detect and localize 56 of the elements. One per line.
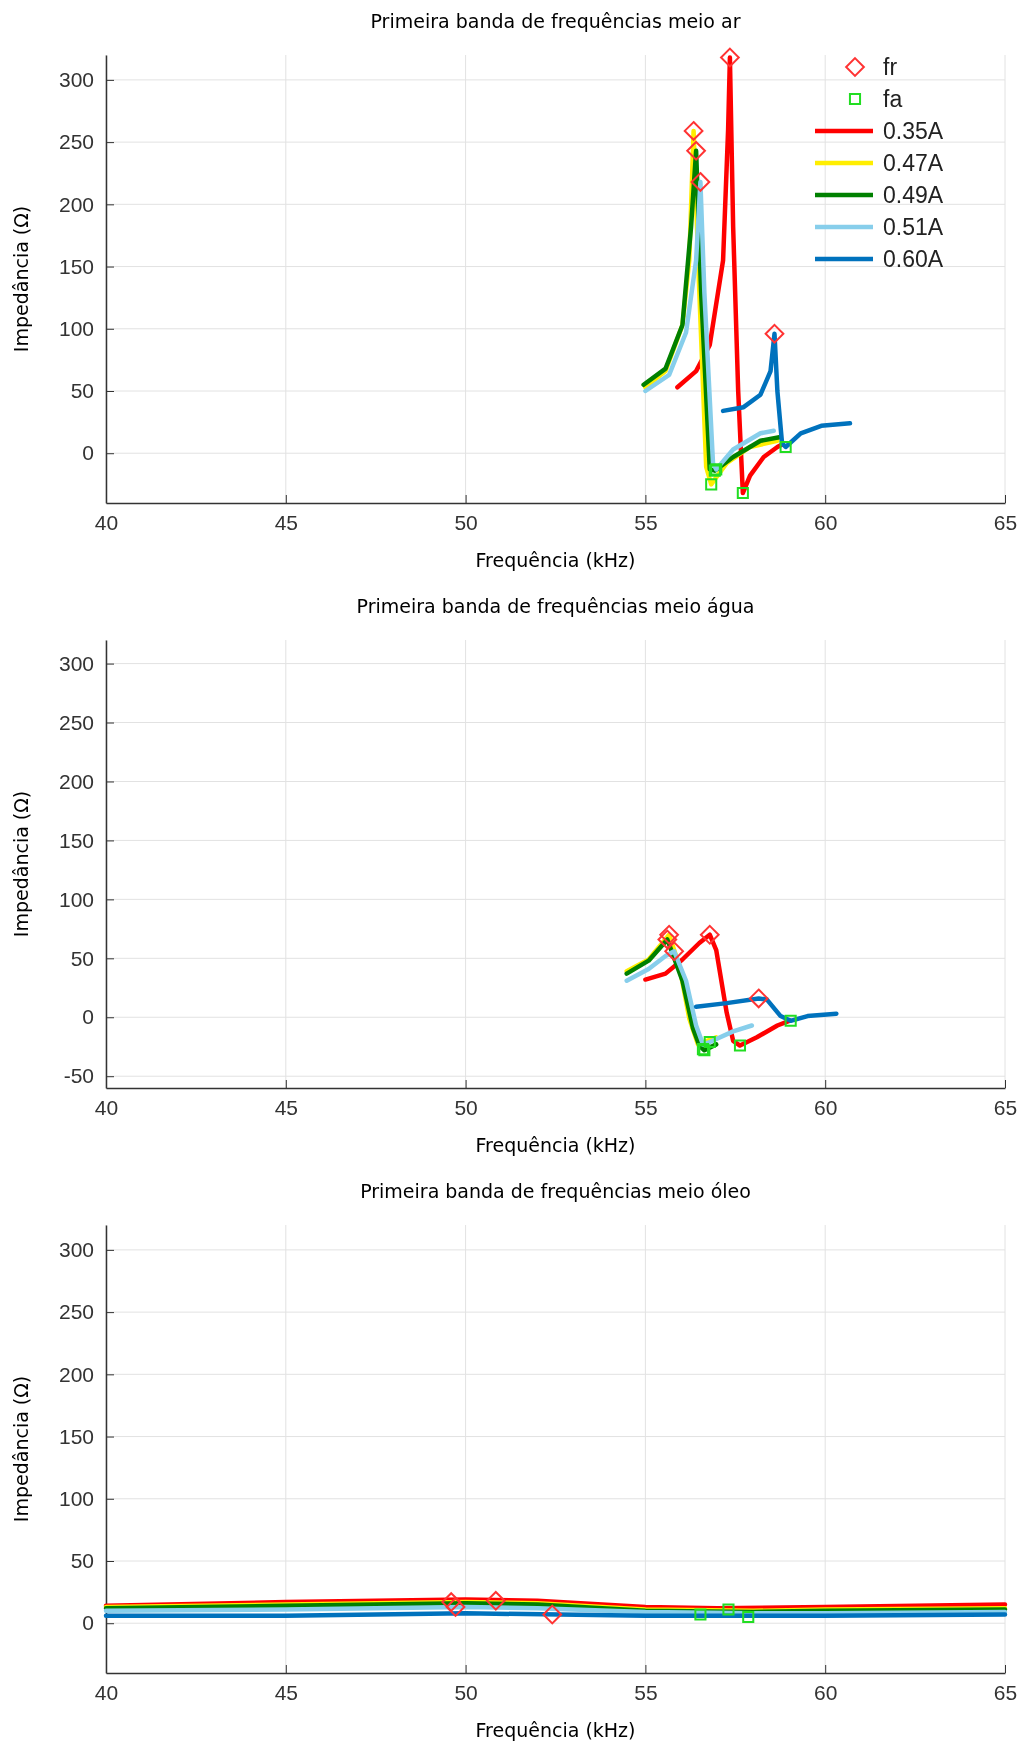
legend-label: fr	[883, 54, 898, 80]
x-tick-label: 65	[993, 1095, 1018, 1119]
x-tick-label: 55	[634, 510, 658, 534]
y-tick-label: 250	[58, 130, 94, 154]
y-tick-label: 250	[58, 1300, 94, 1324]
y-tick-label: 100	[58, 1487, 94, 1510]
legend-label: 0.51A	[883, 214, 944, 240]
x-tick-label: 55	[634, 1095, 658, 1119]
y-tick-label: 50	[70, 379, 94, 403]
x-tick-label: 50	[454, 1680, 478, 1704]
chart-title: Primeira banda de frequências meio água	[356, 595, 755, 617]
y-tick-label: 300	[58, 1238, 94, 1262]
y-tick-label: 150	[58, 254, 94, 278]
x-tick-label: 60	[814, 510, 838, 534]
x-tick-label: 60	[814, 1680, 838, 1704]
y-axis-title: Impedância (Ω)	[10, 205, 32, 353]
x-tick-label: 40	[94, 510, 119, 534]
x-tick-label: 60	[814, 1095, 838, 1119]
y-tick-label: 200	[58, 192, 94, 216]
x-tick-label: 55	[634, 1680, 658, 1704]
y-tick-label: 100	[58, 317, 94, 340]
y-tick-label: 200	[58, 1362, 94, 1386]
x-tick-label: 50	[454, 1095, 478, 1119]
y-tick-label: 300	[58, 68, 94, 92]
x-tick-label: 40	[94, 1095, 119, 1119]
y-tick-label: -50	[63, 1064, 94, 1088]
y-tick-label: 50	[70, 946, 94, 970]
chart-title: Primeira banda de frequências meio óleo	[360, 1180, 751, 1202]
y-tick-label: 0	[82, 1005, 94, 1029]
y-tick-label: 200	[58, 769, 94, 793]
legend-label: 0.35A	[883, 118, 944, 144]
y-tick-label: 50	[70, 1549, 94, 1573]
x-tick-label: 45	[274, 1095, 298, 1119]
x-axis-title: Frequência (kHz)	[475, 1134, 636, 1156]
x-tick-label: 45	[274, 510, 298, 534]
y-tick-label: 250	[58, 710, 94, 734]
legend-label: fa	[883, 86, 903, 112]
y-tick-label: 300	[58, 651, 94, 675]
y-tick-label: 0	[82, 441, 94, 465]
x-tick-label: 65	[993, 1680, 1018, 1704]
x-tick-label: 45	[274, 1680, 298, 1704]
y-axis-title: Impedância (Ω)	[10, 1375, 32, 1523]
legend-label: 0.49A	[883, 182, 944, 208]
y-tick-label: 0	[82, 1611, 94, 1635]
x-tick-label: 65	[993, 510, 1018, 534]
y-tick-label: 150	[58, 1424, 94, 1448]
chart-title: Primeira banda de frequências meio ar	[370, 10, 741, 32]
x-tick-label: 40	[94, 1680, 119, 1704]
x-axis-title: Frequência (kHz)	[475, 1719, 636, 1741]
y-axis-title: Impedância (Ω)	[10, 790, 32, 938]
x-tick-label: 50	[454, 510, 478, 534]
x-axis-title: Frequência (kHz)	[475, 549, 636, 571]
y-tick-label: 150	[58, 828, 94, 852]
legend-label: 0.47A	[883, 150, 944, 176]
legend-label: 0.60A	[883, 246, 944, 272]
y-tick-label: 100	[58, 887, 94, 911]
